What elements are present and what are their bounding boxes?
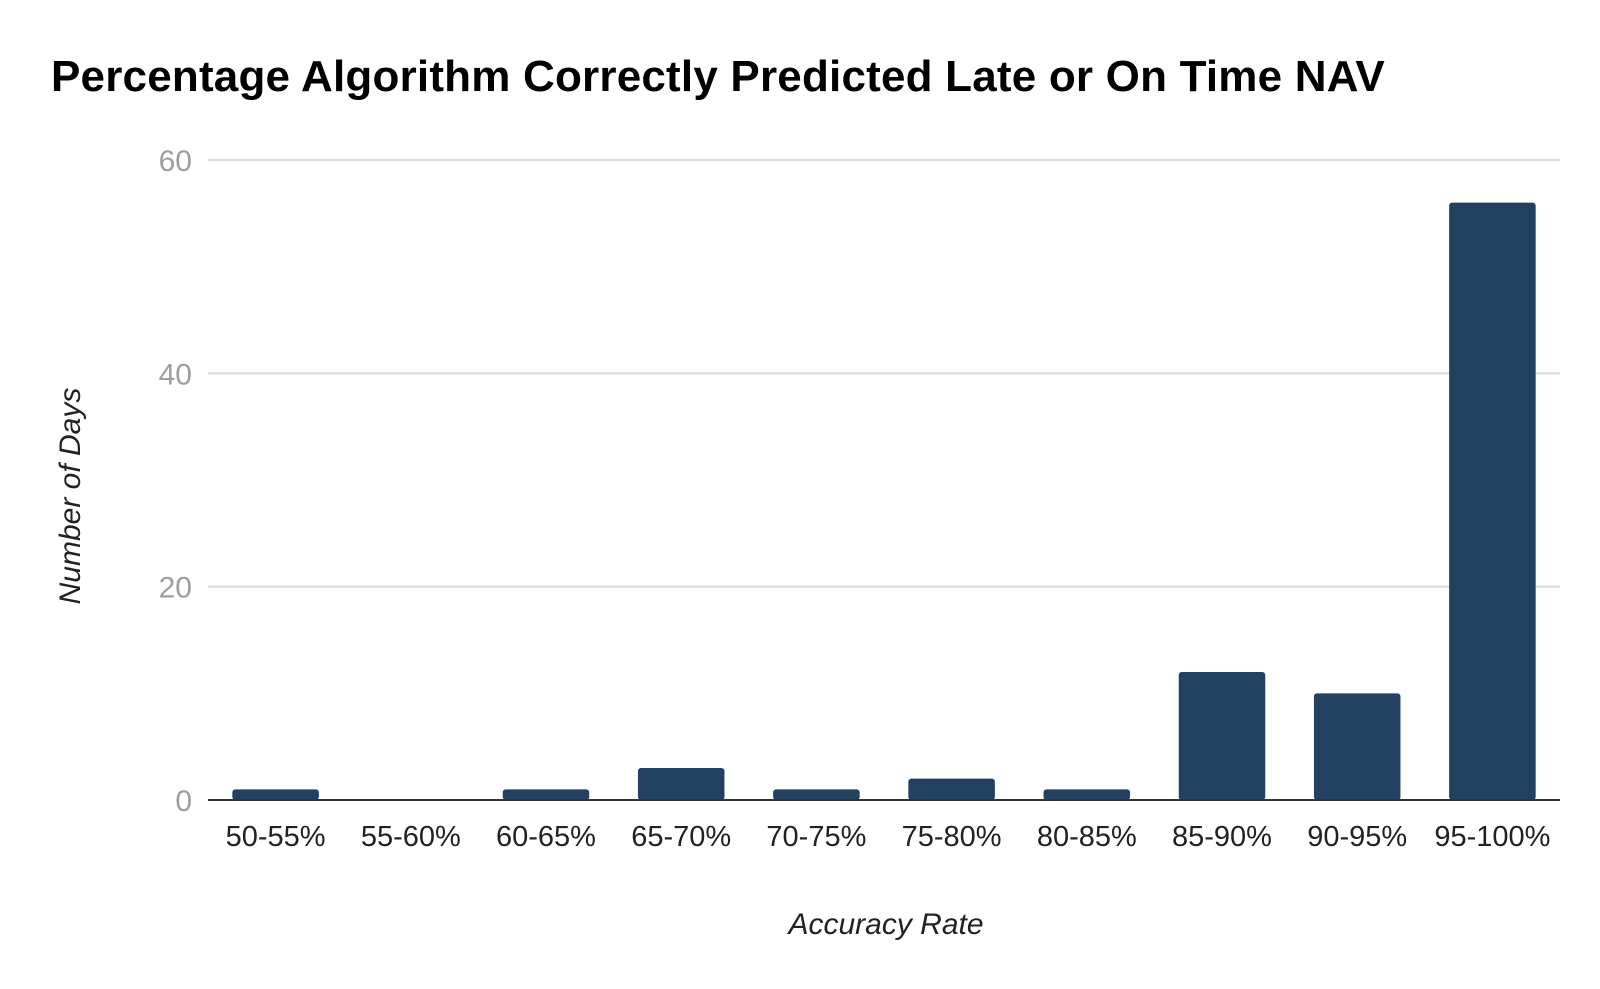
bar-80-85%: [1043, 789, 1131, 800]
bar-75-80%: [908, 778, 995, 800]
x-tick-label: 50-55%: [226, 821, 326, 853]
x-tick-label: 55-60%: [361, 821, 461, 853]
gridlines: [208, 159, 1560, 588]
x-tick-label: 90-95%: [1307, 821, 1407, 853]
x-tick-label: 75-80%: [902, 821, 1002, 853]
x-tick-label: 85-90%: [1172, 821, 1272, 853]
y-tick-label: 20: [159, 572, 192, 605]
bars: [232, 202, 1536, 800]
y-axis-label: Number of Days: [54, 388, 87, 605]
x-tick-label: 70-75%: [766, 821, 866, 853]
bar-70-75%: [773, 789, 860, 800]
y-tick-label: 0: [175, 785, 192, 818]
bar-60-65%: [502, 789, 590, 800]
y-tick-label: 40: [159, 358, 192, 391]
bar-85-90%: [1178, 672, 1266, 800]
bar-95-100%: [1449, 202, 1536, 800]
y-tick-labels: 0 20 40 60: [159, 145, 192, 818]
x-axis-label: Accuracy Rate: [786, 908, 983, 941]
x-tick-label: 80-85%: [1037, 821, 1137, 853]
x-tick-labels: 50-55% 55-60% 60-65% 65-70% 70-75% 75-80% 80-8…: [226, 821, 1551, 853]
chart-title: Percentage Algorithm Correctly Predicted…: [51, 52, 1385, 101]
bar-65-70%: [637, 768, 725, 800]
x-tick-label: 95-100%: [1434, 821, 1550, 853]
x-tick-label: 60-65%: [496, 821, 596, 853]
y-tick-label: 60: [159, 145, 192, 178]
x-tick-label: 65-70%: [631, 821, 731, 853]
bar-90-95%: [1313, 693, 1401, 800]
bar-50-55%: [232, 789, 319, 800]
